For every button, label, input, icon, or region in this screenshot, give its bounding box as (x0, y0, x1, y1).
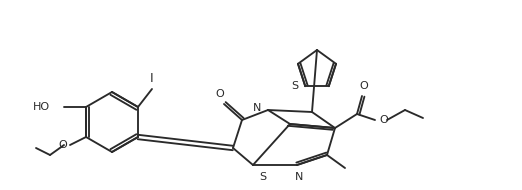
Text: HO: HO (33, 102, 50, 112)
Text: N: N (253, 103, 261, 113)
Text: O: O (216, 89, 224, 99)
Text: O: O (360, 81, 369, 91)
Text: O: O (58, 140, 67, 150)
Text: O: O (379, 115, 388, 125)
Text: N: N (295, 172, 303, 182)
Text: S: S (259, 172, 266, 182)
Text: S: S (291, 81, 298, 91)
Text: I: I (150, 72, 154, 85)
